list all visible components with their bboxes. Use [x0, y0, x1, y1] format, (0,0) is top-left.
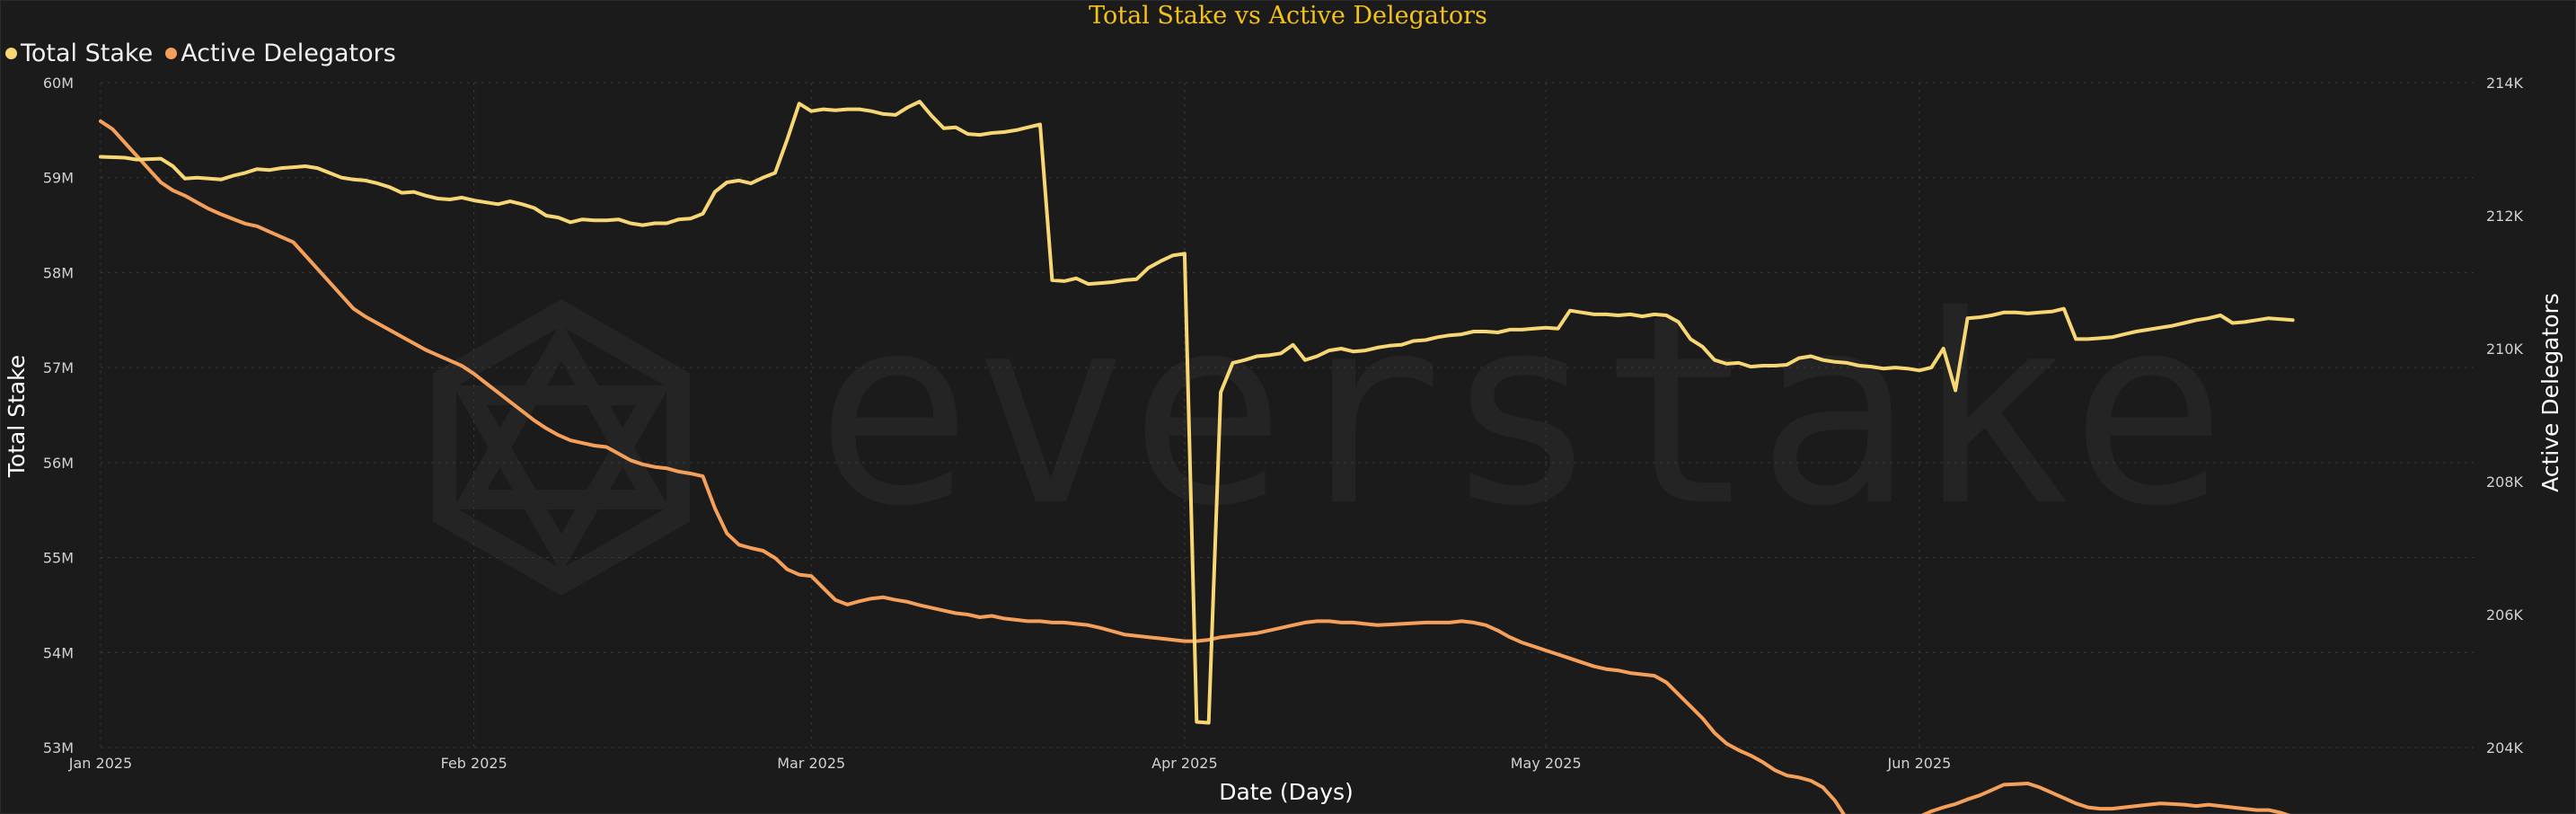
y-left-tick-label: 56M: [43, 455, 74, 472]
legend-dot-active-delegators: [165, 48, 178, 59]
chart-legend: Total Stake Active Delegators: [5, 40, 409, 67]
x-tick-label: Apr 2025: [1151, 755, 1217, 772]
y-right-tick-label: 206K: [2486, 606, 2524, 624]
legend-item-active-delegators[interactable]: Active Delegators: [165, 40, 396, 67]
y-right-axis: 204K 206K 208K 210K 212K 214K: [2486, 75, 2524, 756]
y-left-tick-label: 55M: [43, 550, 74, 567]
x-tick-label: May 2025: [1511, 755, 1582, 772]
y-left-axis: 53M 54M 55M 56M 57M 58M 59M 60M: [43, 75, 74, 756]
watermark-triangle-up: [452, 322, 671, 509]
x-axis: Jan 2025 Feb 2025 Mar 2025 Apr 2025 May 2025…: [68, 755, 1952, 772]
x-tick-label: Jun 2025: [1887, 755, 1952, 772]
watermark-hexagon-outer: [433, 298, 690, 597]
y-right-tick-label: 208K: [2486, 473, 2524, 491]
watermark-text: everstake: [816, 261, 2227, 563]
x-axis-title: Date (Days): [1219, 779, 1354, 805]
y-left-tick-label: 54M: [43, 644, 74, 661]
grid-lines: [100, 82, 2474, 748]
watermark-triangle-down: [452, 385, 671, 573]
legend-item-total-stake[interactable]: Total Stake: [5, 40, 153, 67]
y-right-tick-label: 204K: [2486, 739, 2524, 756]
watermark-logo: [433, 298, 690, 597]
series-line-total-stake[interactable]: [99, 100, 2295, 725]
y-left-tick-label: 58M: [43, 264, 74, 281]
y-left-tick-label: 53M: [43, 739, 74, 756]
y-left-tick-label: 60M: [43, 75, 74, 92]
x-tick-label: Feb 2025: [441, 755, 507, 772]
chart-title: Total Stake vs Active Delegators: [1089, 2, 1487, 30]
y-left-tick-label: 59M: [43, 170, 74, 187]
series-line-active-delegators[interactable]: [99, 119, 2293, 814]
y-right-tick-label: 214K: [2486, 75, 2524, 92]
y-left-tick-label: 57M: [43, 359, 74, 376]
x-tick-label: Jan 2025: [68, 755, 132, 772]
legend-label-active-delegators: Active Delegators: [181, 40, 396, 67]
y-right-tick-label: 210K: [2486, 341, 2524, 358]
legend-label-total-stake: Total Stake: [21, 40, 154, 67]
y-right-axis-title: Active Delegators: [2537, 293, 2563, 492]
y-right-tick-label: 212K: [2486, 208, 2524, 225]
legend-dot-total-stake: [5, 48, 17, 59]
y-left-axis-title: Total Stake: [4, 355, 30, 478]
series-layer: [99, 100, 2295, 814]
x-tick-label: Mar 2025: [777, 755, 845, 772]
